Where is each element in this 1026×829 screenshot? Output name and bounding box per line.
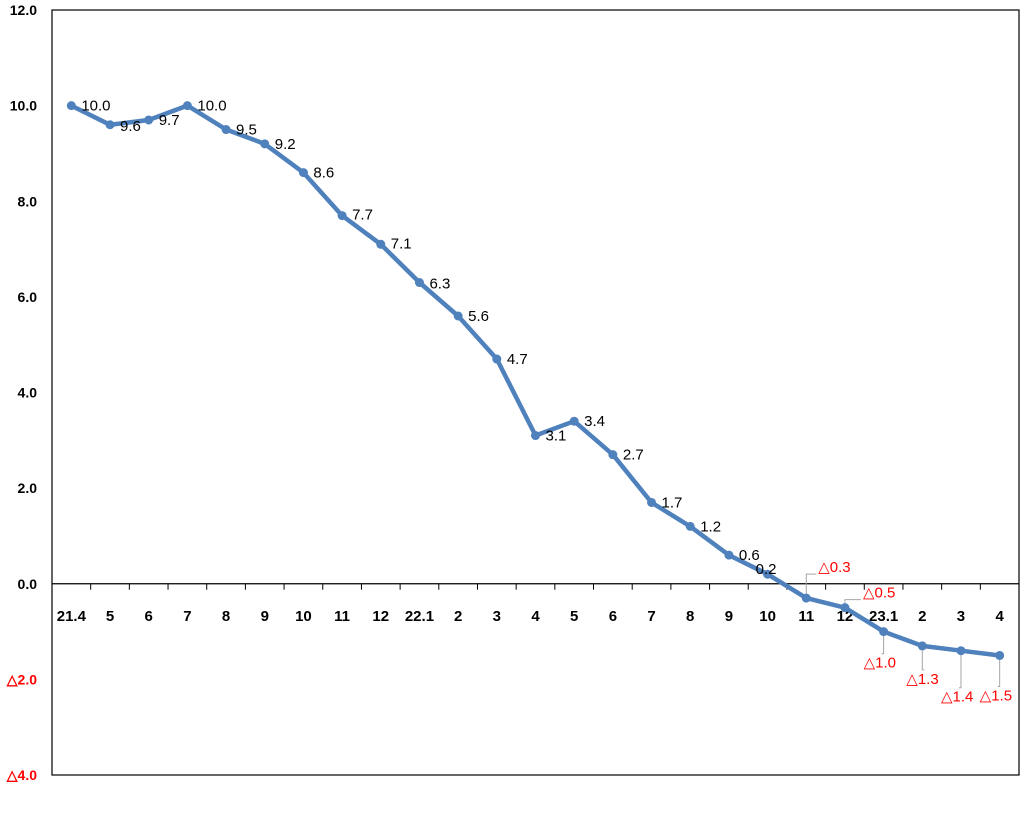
data-label: 6.3 bbox=[429, 276, 450, 293]
data-labels: 10.0 9.6 9.7 10.0 9.5 9.2 8.6 7.7 7.1 6.3 5.6 4.7 3.… bbox=[81, 98, 1012, 706]
label-leader-line bbox=[921, 645, 925, 671]
data-label: △0.5 bbox=[863, 585, 895, 602]
x-tick-label: 10 bbox=[759, 608, 776, 625]
series-line bbox=[69, 103, 1002, 658]
x-tick-label: 11 bbox=[334, 608, 350, 625]
x-tick-label: 2 bbox=[454, 608, 462, 625]
data-point bbox=[260, 139, 270, 149]
y-tick-label: 10.0 bbox=[10, 98, 37, 114]
x-tick-label: 7 bbox=[647, 608, 655, 625]
x-axis-tick-labels: 21.4 5 6 7 8 9 10 11 12 22.1 2 3 4 5 6 7 8 9 10 11 12 23.1 2 3 4 bbox=[57, 608, 1005, 625]
data-point bbox=[414, 278, 424, 288]
x-tick-label: 22.1 bbox=[405, 608, 434, 625]
data-point bbox=[840, 603, 850, 613]
data-label: △1.3 bbox=[906, 671, 938, 688]
data-point bbox=[376, 239, 386, 249]
x-tick-label: 9 bbox=[261, 608, 269, 625]
data-point bbox=[531, 431, 540, 441]
label-leader-lines bbox=[805, 573, 1001, 689]
label-leader-line bbox=[958, 650, 962, 689]
data-point bbox=[182, 101, 192, 111]
data-label: 0.2 bbox=[756, 561, 777, 578]
x-tick-label: 7 bbox=[183, 608, 191, 625]
x-tick-label: 23.1 bbox=[869, 608, 898, 625]
data-label: 7.1 bbox=[391, 235, 412, 252]
x-tick-label: 9 bbox=[725, 608, 733, 625]
label-leader-line bbox=[805, 573, 817, 599]
data-point bbox=[66, 101, 76, 111]
y-tick-label: 0.0 bbox=[18, 576, 38, 592]
data-point bbox=[917, 641, 927, 651]
x-tick-label: 2 bbox=[918, 608, 926, 625]
x-tick-label: 11 bbox=[798, 608, 814, 625]
data-label: △1.0 bbox=[864, 655, 896, 672]
data-label: 9.5 bbox=[236, 122, 257, 139]
label-leader-line bbox=[881, 631, 885, 655]
x-tick-label: 10 bbox=[295, 608, 312, 625]
y-tick-label: 2.0 bbox=[18, 480, 38, 496]
data-label: △1.4 bbox=[941, 689, 973, 706]
data-point bbox=[144, 115, 154, 125]
data-label: 9.2 bbox=[275, 136, 296, 153]
data-point bbox=[569, 416, 579, 426]
x-tick-label: 4 bbox=[995, 608, 1004, 625]
data-point bbox=[724, 550, 734, 560]
data-label: △1.5 bbox=[980, 687, 1012, 704]
data-label: △0.3 bbox=[818, 559, 850, 576]
y-tick-label: 8.0 bbox=[18, 193, 38, 209]
y-tick-label: 6.0 bbox=[18, 289, 38, 305]
data-label: 9.7 bbox=[159, 112, 180, 129]
x-tick-label: 6 bbox=[145, 608, 153, 625]
data-label: 5.6 bbox=[468, 308, 489, 325]
data-point bbox=[995, 650, 1005, 660]
data-label: 3.4 bbox=[584, 413, 605, 430]
y-tick-label: 4.0 bbox=[18, 385, 38, 401]
x-tick-label: 6 bbox=[609, 608, 617, 625]
x-tick-label: 5 bbox=[106, 608, 114, 625]
x-tick-label: 8 bbox=[222, 608, 230, 625]
data-point bbox=[298, 168, 308, 178]
data-label: 0.6 bbox=[739, 547, 760, 564]
data-label: 2.7 bbox=[623, 447, 644, 464]
x-tick-label: 3 bbox=[493, 608, 501, 625]
y-tick-label: △2.0 bbox=[6, 671, 37, 687]
data-point bbox=[879, 627, 889, 637]
data-label: 7.7 bbox=[352, 207, 373, 224]
x-tick-label: 4 bbox=[531, 608, 540, 625]
data-label: 9.6 bbox=[120, 118, 141, 135]
data-point bbox=[685, 521, 695, 531]
x-tick-label: 5 bbox=[570, 608, 578, 625]
data-point bbox=[647, 497, 657, 507]
series-markers bbox=[66, 101, 1005, 660]
data-point bbox=[221, 125, 231, 135]
label-leader-line bbox=[997, 655, 1001, 687]
data-label: 1.7 bbox=[662, 494, 683, 511]
y-tick-label: 12.0 bbox=[10, 2, 37, 18]
y-axis-ticks: 12.0 10.0 8.0 6.0 4.0 2.0 0.0 △2.0 △4.0 bbox=[6, 2, 37, 783]
x-tick-label: 12 bbox=[372, 608, 389, 625]
data-label: 3.1 bbox=[546, 428, 567, 445]
data-label: 10.0 bbox=[197, 98, 226, 115]
data-point bbox=[801, 593, 811, 603]
data-label: 10.0 bbox=[81, 98, 110, 115]
data-point bbox=[453, 311, 463, 321]
data-label: 4.7 bbox=[507, 351, 528, 368]
x-tick-label: 8 bbox=[686, 608, 694, 625]
x-tick-label: 3 bbox=[957, 608, 965, 625]
data-point bbox=[956, 646, 966, 656]
data-point bbox=[105, 120, 115, 130]
plot-area-border bbox=[51, 9, 1020, 776]
data-point bbox=[337, 211, 347, 221]
y-tick-label: △4.0 bbox=[6, 767, 37, 783]
data-label: 1.2 bbox=[700, 518, 721, 535]
data-point bbox=[492, 354, 502, 364]
x-tick-label: 21.4 bbox=[57, 608, 87, 625]
data-point bbox=[763, 569, 773, 579]
data-point bbox=[608, 450, 618, 460]
data-label: 8.6 bbox=[313, 165, 334, 182]
